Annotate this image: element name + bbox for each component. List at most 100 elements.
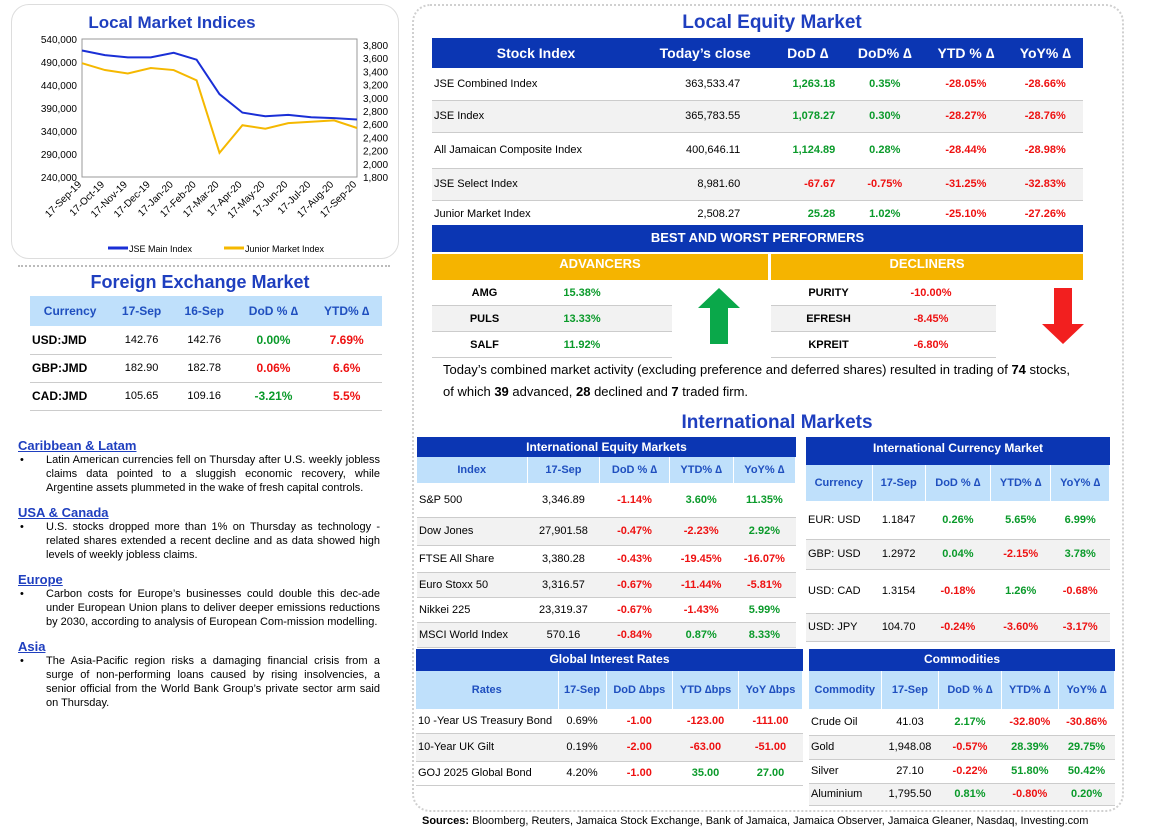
com-dod: -0.22% [952,765,988,777]
chart-panel: Local Market Indices 540,000 490,000 440,0… [11,4,399,259]
intl-eq-ytd: -19.45% [680,552,722,565]
dec-item: KPREIT -6.80% [771,332,996,358]
plot-area [81,38,358,178]
y-right-tick: 2,400 [363,133,388,144]
intl-cur-dod: -0.18% [940,585,976,597]
intl-currency-table: Currency 17-Sep DoD % ∆ YTD% ∆ YoY% ∆ EUR: US… [806,465,1110,642]
intl-cur-ytd: -3.60% [1003,621,1039,633]
y-left-tick: 240,000 [41,173,78,184]
fx-row: USD:JMD 142.76 142.76 0.00% 7.69% [30,326,382,354]
equity-close: 365,783.55 [685,110,741,122]
legend-junior-label: Junior Market Index [245,244,325,254]
rates-name: GOJ 2025 Global Bond [418,767,532,779]
fx-header-0: Currency [43,304,97,318]
news-text: U.S. stocks dropped more than 1% on Thur… [18,520,380,562]
fx-header-2: 16-Sep [184,304,224,318]
fx-rate-today: 142.76 [124,333,159,346]
rates-row: 10-Year UK Gilt 0.19% -2.00 -63.00 -51.00 [416,733,803,761]
news-text: The Asia-Pacific region risks a damaging… [18,654,380,710]
equity-header-2: DoD ∆ [787,45,829,61]
right-panel [412,4,1124,812]
rates-yoy: -51.00 [754,741,787,753]
decliners-header: DECLINERS [771,254,1083,280]
intl-cur-value: 1.2972 [881,548,916,560]
equity-yoy: -32.83% [1024,178,1066,190]
intl-cur-dod: -0.24% [940,621,976,633]
com-header-1: 17-Sep [881,671,940,709]
equity-ytd: -28.27% [945,110,987,122]
fx-table: Currency 17-Sep 16-Sep DoD % ∆ YTD% ∆ USD:JM… [30,296,382,411]
intl-eq-row: MSCI World Index 570.16 -0.84% 0.87% 8.33% [417,622,796,647]
equity-header-4: YTD % ∆ [937,45,995,61]
com-yoy: 29.75% [1067,741,1106,753]
com-yoy: 0.20% [1070,788,1103,800]
news-heading[interactable]: USA & Canada [18,505,109,520]
intl-cur-yoy: 6.99% [1064,513,1096,526]
com-ytd: -32.80% [1009,715,1051,728]
rates-value: 4.20% [566,767,598,779]
equity-dod: 25.28 [807,207,836,220]
rates-header-0: Rates [416,671,559,709]
news-text: Carbon costs for Europe’s businesses cou… [18,587,380,629]
y-left-tick: 540,000 [41,35,78,46]
y-right-tick: 2,600 [363,120,388,131]
rates-value: 0.19% [566,741,598,753]
dec-symbol: PURITY [808,286,849,299]
intl-eq-dod: -1.14% [617,493,652,506]
com-name: Crude Oil [811,715,858,728]
equity-dod: 1,263.18 [792,77,836,90]
com-dod: 0.81% [954,788,986,800]
news-item: USA & CanadaU.S. stocks dropped more tha… [18,505,380,562]
news-heading[interactable]: Europe [18,572,63,587]
com-dod: 2.17% [954,715,986,728]
intl-eq-name: MSCI World Index [419,628,509,641]
intl-cur-header-0: Currency [806,465,873,501]
fx-currency: CAD:JMD [32,389,88,403]
fx-ytd: 7.69% [329,332,364,347]
intl-eq-header-0: Index [417,457,528,483]
fx-dod: -3.21% [254,389,293,403]
intl-eq-name: FTSE All Share [419,552,495,565]
com-yoy: 50.42% [1067,765,1106,777]
news-heading[interactable]: Asia [18,639,46,654]
news-item: Caribbean & LatamLatin American currenci… [18,438,380,495]
y-left-tick: 290,000 [41,150,78,161]
y-right-tick: 2,800 [363,107,388,118]
intl-cur-header-3: YTD% ∆ [990,465,1052,501]
intl-eq-dod: -0.43% [617,552,652,565]
intl-equity-block: International Equity Markets Index 17-Sep… [417,437,797,648]
intl-title: International Markets [681,412,873,433]
intl-cur-row: USD: CAD 1.3154 -0.18% 1.26% -0.68% [806,569,1110,613]
fx-header-1: 17-Sep [121,304,162,318]
decliners-list: PURITY -10.00% EFRESH -8.45% KPREIT -6.80% [771,280,996,358]
equity-close: 400,646.11 [685,144,741,156]
com-value: 27.10 [896,765,924,777]
rates-table: Rates 17-Sep DoD ∆bps YTD ∆bps YoY ∆bps 10 -Y… [416,671,804,786]
equity-yoy: -28.98% [1024,144,1066,156]
intl-cur-yoy: -3.17% [1062,621,1098,633]
intl-cur-value: 1.1847 [881,513,916,526]
equity-table: Stock Index Today’s close DoD ∆ DoD% ∆ YTD %… [432,38,1083,228]
com-ytd: 28.39% [1011,741,1049,753]
news-heading[interactable]: Caribbean & Latam [18,438,137,453]
fx-row: CAD:JMD 105.65 109.16 -3.21% 5.5% [30,382,382,410]
intl-eq-value: 3,316.57 [542,578,585,591]
up-arrow-icon [698,288,740,344]
equity-row: JSE Combined Index 363,533.47 1,263.18 0.35… [432,68,1083,100]
com-row: Crude Oil 41.03 2.17% -32.80% -30.86% [809,709,1115,735]
adv-symbol: SALF [470,338,499,351]
com-row: Silver 27.10 -0.22% 51.80% 50.42% [809,759,1115,783]
news-bullets: Carbon costs for Europe’s businesses cou… [18,587,380,629]
fx-rate-prev: 182.78 [187,362,222,374]
y-right-tick: 3,800 [363,41,388,52]
com-name: Aluminium [811,788,863,800]
fx-rate-today: 105.65 [124,390,159,402]
dec-value: -6.80% [913,338,949,351]
intl-cur-value: 104.70 [881,621,916,633]
adv-value: 15.38% [563,286,601,299]
equity-name: JSE Combined Index [434,77,538,90]
line-chart: 540,000 490,000 440,000 390,000 340,000 290,0… [41,35,389,254]
rates-header-4: YoY ∆bps [738,671,804,709]
intl-eq-header-2: DoD % ∆ [599,457,670,483]
com-name: Silver [811,765,839,777]
